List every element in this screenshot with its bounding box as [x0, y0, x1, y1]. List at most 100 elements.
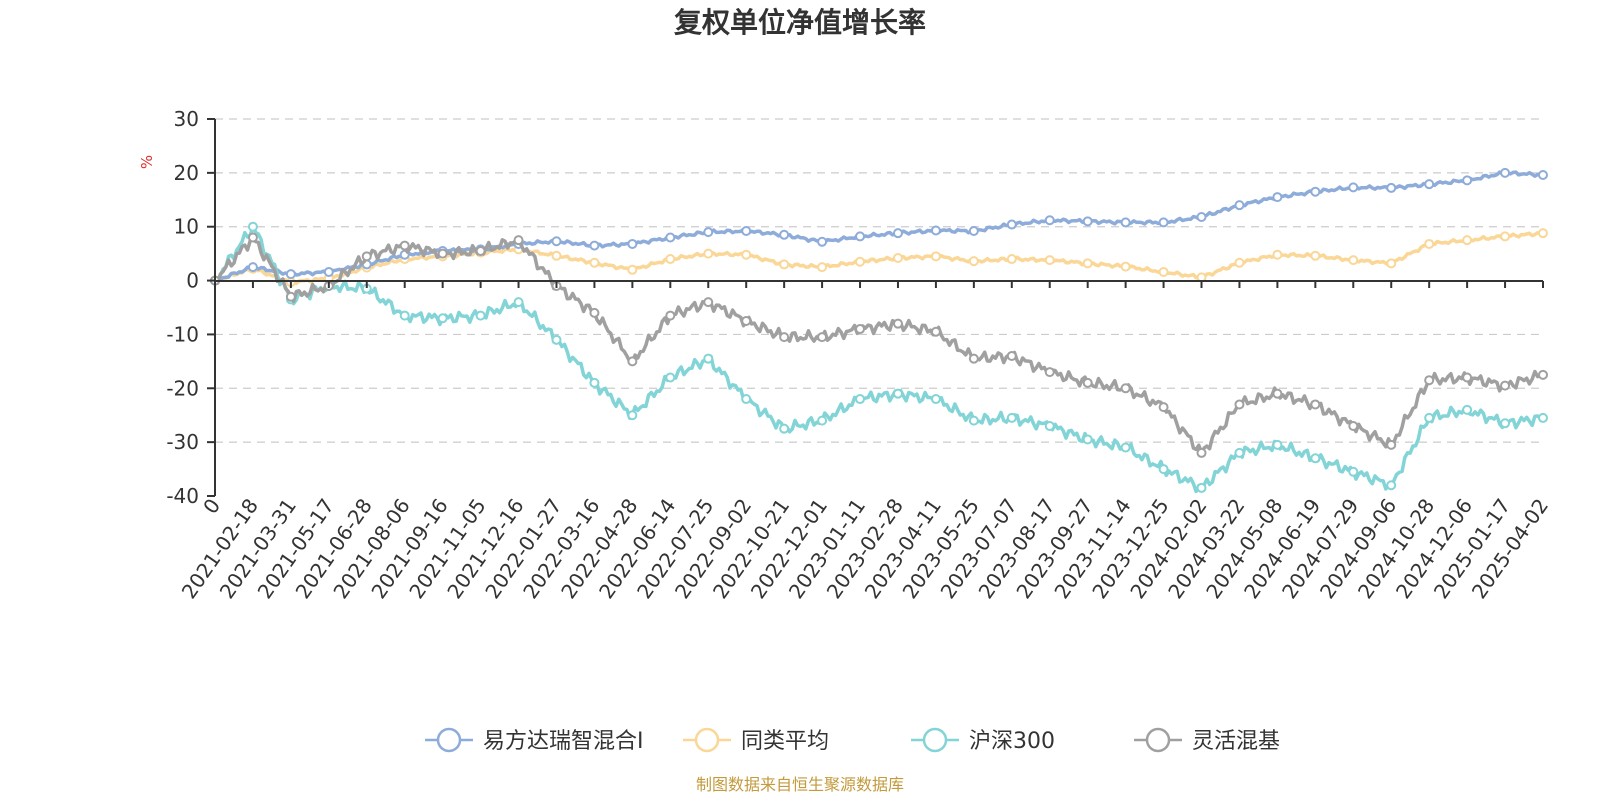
- data-point: [285, 291, 296, 302]
- legend-label: 易方达瑞智混合I: [483, 729, 644, 754]
- y-tick-label: 0: [186, 269, 199, 293]
- data-point: [665, 232, 676, 243]
- data-point: [1424, 179, 1435, 190]
- data-point: [513, 235, 524, 246]
- data-point: [1120, 217, 1131, 228]
- data-point: [1158, 266, 1169, 277]
- legend-item-2[interactable]: 沪深300: [911, 727, 1055, 754]
- series-line-1: [213, 230, 1545, 286]
- data-point: [741, 394, 752, 405]
- data-point: [1500, 167, 1511, 178]
- y-tick-label: -30: [166, 430, 199, 454]
- data-point: [741, 249, 752, 260]
- chart-title: 复权单位净值增长率: [674, 6, 926, 39]
- data-point: [741, 315, 752, 326]
- data-point: [665, 254, 676, 265]
- data-point: [1348, 466, 1359, 477]
- legend-item-3[interactable]: 灵活混基: [1134, 727, 1280, 754]
- data-point: [1272, 192, 1283, 203]
- data-point: [892, 388, 903, 399]
- data-point: [1006, 254, 1017, 265]
- data-point: [779, 229, 790, 240]
- data-point: [513, 297, 524, 308]
- data-point: [1310, 399, 1321, 410]
- data-point: [1500, 231, 1511, 242]
- data-point: [1158, 402, 1169, 413]
- x-tick-labels: 02021-02-182021-03-312021-05-172021-06-2…: [177, 281, 1553, 603]
- data-point: [1044, 367, 1055, 378]
- legend: 易方达瑞智混合I 同类平均 沪深300 灵活混基: [425, 727, 1280, 754]
- data-point: [1348, 255, 1359, 266]
- series-line-2: [213, 224, 1545, 494]
- x-tick-label: 0: [198, 494, 225, 518]
- source-note: 制图数据来自恒生聚源数据库: [696, 775, 904, 794]
- data-point: [551, 334, 562, 345]
- series-group: [210, 167, 1548, 494]
- data-point: [1310, 186, 1321, 197]
- data-point: [930, 225, 941, 236]
- data-point: [1424, 375, 1435, 386]
- data-point: [817, 415, 828, 426]
- data-point: [1044, 420, 1055, 431]
- data-point: [1538, 412, 1548, 423]
- data-point: [779, 423, 790, 434]
- grid-lines: [215, 118, 1543, 443]
- data-point: [1196, 447, 1207, 458]
- legend-item-1[interactable]: 同类平均: [683, 727, 829, 754]
- data-point: [1006, 350, 1017, 361]
- data-point: [1538, 228, 1548, 239]
- legend-marker: [436, 727, 462, 753]
- y-tick-label: 10: [174, 215, 199, 239]
- data-point: [361, 251, 372, 262]
- data-point: [285, 269, 296, 280]
- data-point: [817, 262, 828, 273]
- data-point: [1082, 216, 1093, 227]
- data-point: [1538, 369, 1548, 380]
- data-point: [1006, 219, 1017, 230]
- data-point: [1082, 434, 1093, 445]
- data-point: [930, 251, 941, 262]
- data-point: [1462, 372, 1473, 383]
- data-point: [1120, 442, 1131, 453]
- data-point: [1006, 412, 1017, 423]
- data-point: [703, 297, 714, 308]
- data-point: [1310, 453, 1321, 464]
- y-tick-label: -20: [166, 376, 199, 400]
- legend-label: 同类平均: [741, 729, 829, 754]
- legend-item-0[interactable]: 易方达瑞智混合I: [425, 727, 644, 754]
- legend-marker: [694, 727, 720, 753]
- data-point: [1386, 439, 1397, 450]
- data-point: [475, 245, 486, 256]
- data-point: [551, 250, 562, 261]
- data-point: [817, 332, 828, 343]
- data-point: [247, 232, 258, 243]
- data-point: [703, 248, 714, 259]
- data-point: [1462, 404, 1473, 415]
- data-point: [892, 252, 903, 263]
- data-point: [627, 238, 638, 249]
- data-point: [968, 415, 979, 426]
- data-point: [1196, 212, 1207, 223]
- data-point: [1120, 383, 1131, 394]
- data-point: [968, 256, 979, 267]
- y-tick-label: 20: [174, 161, 199, 185]
- y-tick-labels: 30 20 10 0 -10 -20 -30 -40: [166, 107, 215, 508]
- data-point: [627, 264, 638, 275]
- data-point: [247, 262, 258, 273]
- data-point: [1386, 182, 1397, 193]
- data-point: [399, 240, 410, 251]
- data-point: [1462, 175, 1473, 186]
- series-line-3: [213, 235, 1545, 455]
- data-point: [589, 377, 600, 388]
- data-point: [437, 248, 448, 259]
- data-point: [855, 324, 866, 335]
- data-point: [1082, 377, 1093, 388]
- data-point: [892, 318, 903, 329]
- legend-marker: [1145, 727, 1171, 753]
- data-point: [968, 226, 979, 237]
- data-point: [855, 256, 866, 267]
- data-point: [1500, 380, 1511, 391]
- data-point: [665, 372, 676, 383]
- data-point: [323, 266, 334, 277]
